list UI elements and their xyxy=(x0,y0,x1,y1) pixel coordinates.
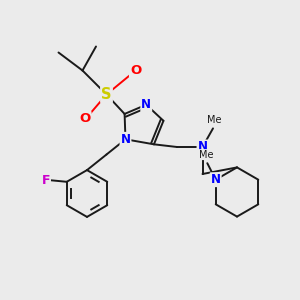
Text: N: N xyxy=(121,133,130,146)
Text: S: S xyxy=(101,87,112,102)
Text: F: F xyxy=(41,174,50,187)
Text: O: O xyxy=(130,64,141,77)
Text: Me: Me xyxy=(199,150,214,160)
Text: O: O xyxy=(79,112,91,125)
Text: N: N xyxy=(211,173,221,186)
Text: N: N xyxy=(141,98,151,111)
Text: Me: Me xyxy=(207,115,221,125)
Text: N: N xyxy=(197,140,208,154)
